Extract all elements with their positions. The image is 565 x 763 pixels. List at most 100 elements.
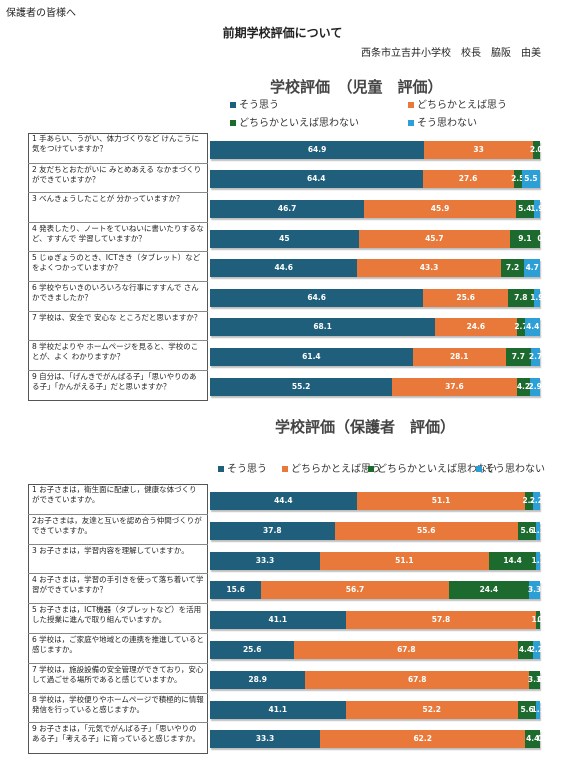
category-label: 8 学校だよりや ホームページを見ると、学校のことが、よく わかりますか？ (28, 340, 208, 370)
value-label: 4.4 (518, 644, 533, 654)
value-label: 2.5 (511, 174, 525, 184)
value-label: 51.1 (431, 495, 451, 505)
bar-segment (305, 670, 530, 689)
bar-segment (392, 377, 517, 396)
value-label: 61.4 (302, 352, 321, 361)
bar-segment (507, 288, 534, 307)
bar-segment (533, 288, 540, 307)
category-label: 7 学校は，施設設備の安全管理ができており，安心して過ごせる場所であると感じてい… (28, 662, 208, 693)
category-label: 1 お子さまは，衛生面に配慮し，健康な体づくりができていますか。 (32, 485, 197, 504)
bar-segment (525, 318, 540, 337)
bar-segment (513, 170, 522, 189)
legend-label: そう思う (227, 464, 267, 475)
value-label: 0 (537, 144, 543, 154)
category-label: 2 友だちとおたがいに みとめあえる なかまづくりができていますか？ (28, 162, 208, 193)
category-label: 6 学校やちいきのいろいろな行事にすすんで さんかできましたか？ (28, 281, 208, 311)
bar-segment (521, 170, 540, 189)
value-label: 64.9 (307, 144, 327, 154)
bar-segment (536, 611, 540, 630)
value-label: 62.2 (413, 734, 432, 744)
category-label: 5 お子さまは，ICT機器（タブレットなど）を活用した授業に進んで取り組んでいま… (28, 603, 208, 633)
value-label: 2.1 (529, 144, 544, 154)
bar-segment (210, 170, 423, 189)
bar-segment (210, 581, 262, 600)
legend-swatch (218, 466, 224, 472)
category-label: 9 お子さまは，「元気でがんばる子」「思いやりのある子」「考える子」に育っている… (28, 722, 208, 752)
bar-segment (210, 491, 357, 510)
legend-item: どちらかといえば思わない (230, 114, 359, 129)
bar-segment (435, 318, 517, 337)
bar-segment (529, 670, 540, 689)
value-label: 1.1 (531, 615, 545, 625)
value-label: 4.4 (526, 322, 540, 332)
bar-segment (524, 259, 540, 278)
value-label: 2.2 (522, 495, 536, 505)
value-label: 67.8 (407, 674, 427, 684)
bar-segment (515, 200, 534, 218)
value-label: 68.1 (313, 322, 332, 332)
category-label: 2お子さまは，友達と互いを認め合う仲間づくりができていますか。 (28, 513, 208, 544)
value-label: 27.6 (458, 174, 478, 184)
legend-item: そう思う (230, 96, 279, 111)
value-label: 45.9 (430, 204, 450, 213)
value-label: 3.3 (527, 674, 542, 684)
label-box (28, 133, 208, 402)
value-label: 64.4 (306, 174, 326, 184)
bar-segment (210, 288, 424, 307)
value-label: 15.6 (226, 585, 245, 595)
bar-segment (516, 377, 531, 396)
value-label: 25.6 (242, 644, 262, 654)
value-label: 4.7 (525, 263, 539, 273)
bar-segment (530, 377, 540, 396)
category-label: 9 自分は、「げんきでがんばる子」「思いやりのある子」「かんがえる子」だと思いま… (28, 369, 208, 400)
value-label: 51.1 (395, 555, 414, 565)
value-label: 37.8 (263, 525, 282, 535)
doc-title: 前期学校評価について (222, 26, 343, 40)
bar-segment (505, 348, 532, 366)
bar-segment (423, 288, 508, 307)
bar-segment (517, 521, 537, 540)
bar-segment (517, 700, 537, 719)
bar-segment (261, 581, 449, 600)
value-label: 5.6 (520, 704, 534, 714)
bar-segment (509, 229, 540, 248)
value-label: 3.3 (527, 585, 542, 595)
legend-swatch (476, 466, 482, 472)
value-label: 4.2 (516, 381, 531, 391)
legend-swatch (230, 102, 236, 108)
bar-segment (364, 200, 516, 218)
bar-segment (412, 348, 506, 366)
value-label: 52.2 (422, 704, 441, 714)
bar-segment (210, 140, 425, 159)
bar-segment (210, 200, 365, 218)
bar-segment (210, 348, 413, 366)
legend-item: どちらかとえば思う (282, 460, 381, 475)
bar-segment (210, 730, 320, 749)
bar-segment (345, 611, 537, 630)
value-label: 2.7 (528, 352, 543, 361)
bar-segment (500, 259, 525, 278)
value-label: 1.1 (531, 525, 545, 535)
value-label: 5.6 (520, 525, 534, 535)
bar-segment (210, 670, 306, 689)
value-label: 33 (473, 144, 484, 154)
category-label: 6 学校は，ご家庭や地域との連携を推進していると感じますか。 (28, 633, 208, 663)
legend-label: どちらかといえば思わない (377, 464, 497, 475)
legend-swatch (408, 120, 414, 126)
bar-segment (531, 348, 540, 366)
value-label: 41.1 (268, 615, 288, 625)
bar-segment (518, 640, 533, 659)
value-label: 28.9 (248, 674, 267, 684)
value-label: 7.7 (511, 352, 525, 361)
value-label: 7.8 (514, 292, 528, 302)
bar-segment (320, 551, 489, 570)
bar-segment (210, 551, 320, 570)
value-label: 2.9 (528, 381, 542, 391)
value-label: 4.4 (526, 734, 540, 744)
bar-segment (357, 259, 501, 278)
bar-segment (356, 491, 526, 510)
value-label: 1.9 (530, 292, 544, 302)
value-label: 56.7 (345, 585, 365, 595)
bar-segment (536, 700, 540, 719)
legend-item: そう思う (218, 460, 267, 475)
